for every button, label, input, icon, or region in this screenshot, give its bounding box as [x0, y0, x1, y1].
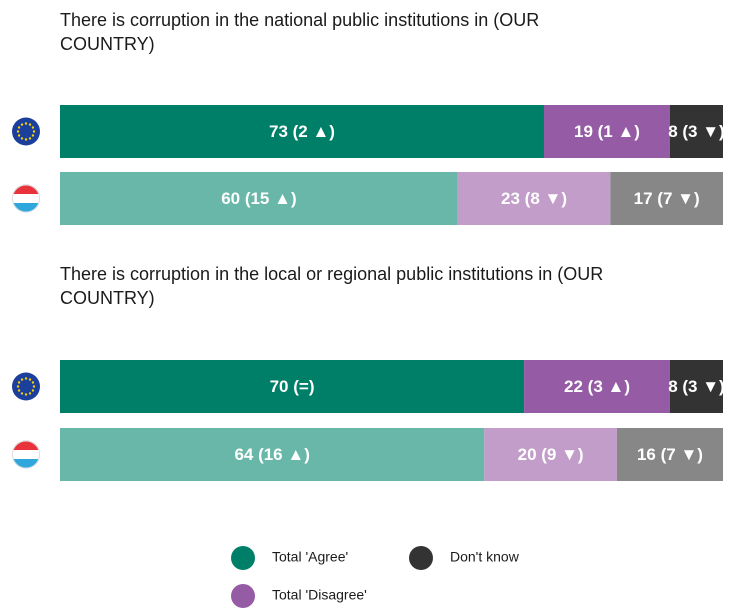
legend-swatch: [231, 546, 255, 570]
flag-stripes: [12, 440, 40, 469]
value-label: 17 (7 ▼): [634, 189, 700, 208]
eu-flag: [12, 117, 40, 146]
value-label: 60 (15 ▲): [221, 189, 296, 208]
flag-star: [31, 126, 35, 129]
bar-segment: [457, 172, 611, 225]
flag-star: [16, 130, 20, 133]
value-label: 20 (9 ▼): [518, 445, 584, 464]
bar-segment: [60, 428, 485, 481]
flag-blue: [12, 203, 40, 213]
lu-flag: [12, 184, 40, 213]
flag-star: [31, 381, 35, 384]
flag-star: [31, 389, 35, 392]
flag-star: [28, 392, 32, 395]
value-label: 8 (3 ▼): [668, 377, 725, 396]
lu-flag: [12, 440, 40, 469]
flag-white: [12, 194, 40, 203]
bar-segment: [669, 360, 723, 413]
flag-ring: [12, 184, 40, 213]
flag-red: [12, 184, 40, 194]
flag-star: [28, 137, 32, 140]
bar-segment: [484, 428, 617, 481]
flag-star: [28, 378, 32, 381]
bar-segment: [543, 105, 670, 158]
legend-label: Don't know: [450, 549, 520, 565]
bar-segment: [60, 360, 525, 413]
flag-star: [16, 385, 20, 388]
flag-star: [24, 122, 28, 125]
flag-star: [24, 138, 28, 141]
flag-star: [20, 137, 24, 140]
flag-star: [17, 389, 21, 392]
flag-bg: [12, 117, 40, 146]
flag-bg: [12, 372, 40, 401]
flag-star: [24, 393, 28, 396]
legend-label: Total 'Disagree': [272, 587, 367, 603]
value-label: 64 (16 ▲): [234, 445, 309, 464]
flag-star: [17, 134, 21, 137]
flag-star: [20, 123, 24, 126]
legend-label: Total 'Agree': [272, 549, 348, 565]
chart-title: There is corruption in the national publ…: [60, 10, 540, 54]
flag-star: [28, 123, 32, 126]
flag-star: [32, 385, 36, 388]
bar-segment: [524, 360, 670, 413]
flag-star: [20, 378, 24, 381]
value-label: 8 (3 ▼): [668, 122, 725, 141]
flag-star: [32, 130, 36, 133]
chart-title: There is corruption in the local or regi…: [60, 264, 604, 308]
bar-segment: [669, 105, 723, 158]
legend-swatch: [231, 584, 255, 608]
flag-white: [12, 450, 40, 459]
bar-segment: [616, 428, 723, 481]
flag-blue: [12, 459, 40, 469]
flag-stripes: [12, 184, 40, 213]
flag-star: [17, 126, 21, 129]
flag-star: [20, 392, 24, 395]
flag-star: [24, 377, 28, 380]
bar-segment: [60, 105, 544, 158]
legend-swatch: [409, 546, 433, 570]
flag-star: [17, 381, 21, 384]
bar-segment: [60, 172, 458, 225]
value-label: 23 (8 ▼): [501, 189, 567, 208]
value-label: 16 (7 ▼): [637, 445, 703, 464]
bars: 70 (=) 22 (3 ▲) 8 (3 ▼) 64 (16 ▲) 20 (9 ▼) 16…: [60, 360, 725, 481]
value-label: 73 (2 ▲): [269, 122, 335, 141]
bars: 73 (2 ▲) 19 (1 ▲) 8 (3 ▼) 60 (15 ▲) 23 (8 ▼)…: [60, 105, 725, 225]
eu-flag: [12, 372, 40, 401]
value-label: 19 (1 ▲): [574, 122, 640, 141]
flag-ring: [12, 440, 40, 469]
flag-star: [31, 134, 35, 137]
bar-segment: [610, 172, 723, 225]
flag-red: [12, 440, 40, 450]
value-label: 22 (3 ▲): [564, 377, 630, 396]
value-label: 70 (=): [270, 377, 315, 396]
